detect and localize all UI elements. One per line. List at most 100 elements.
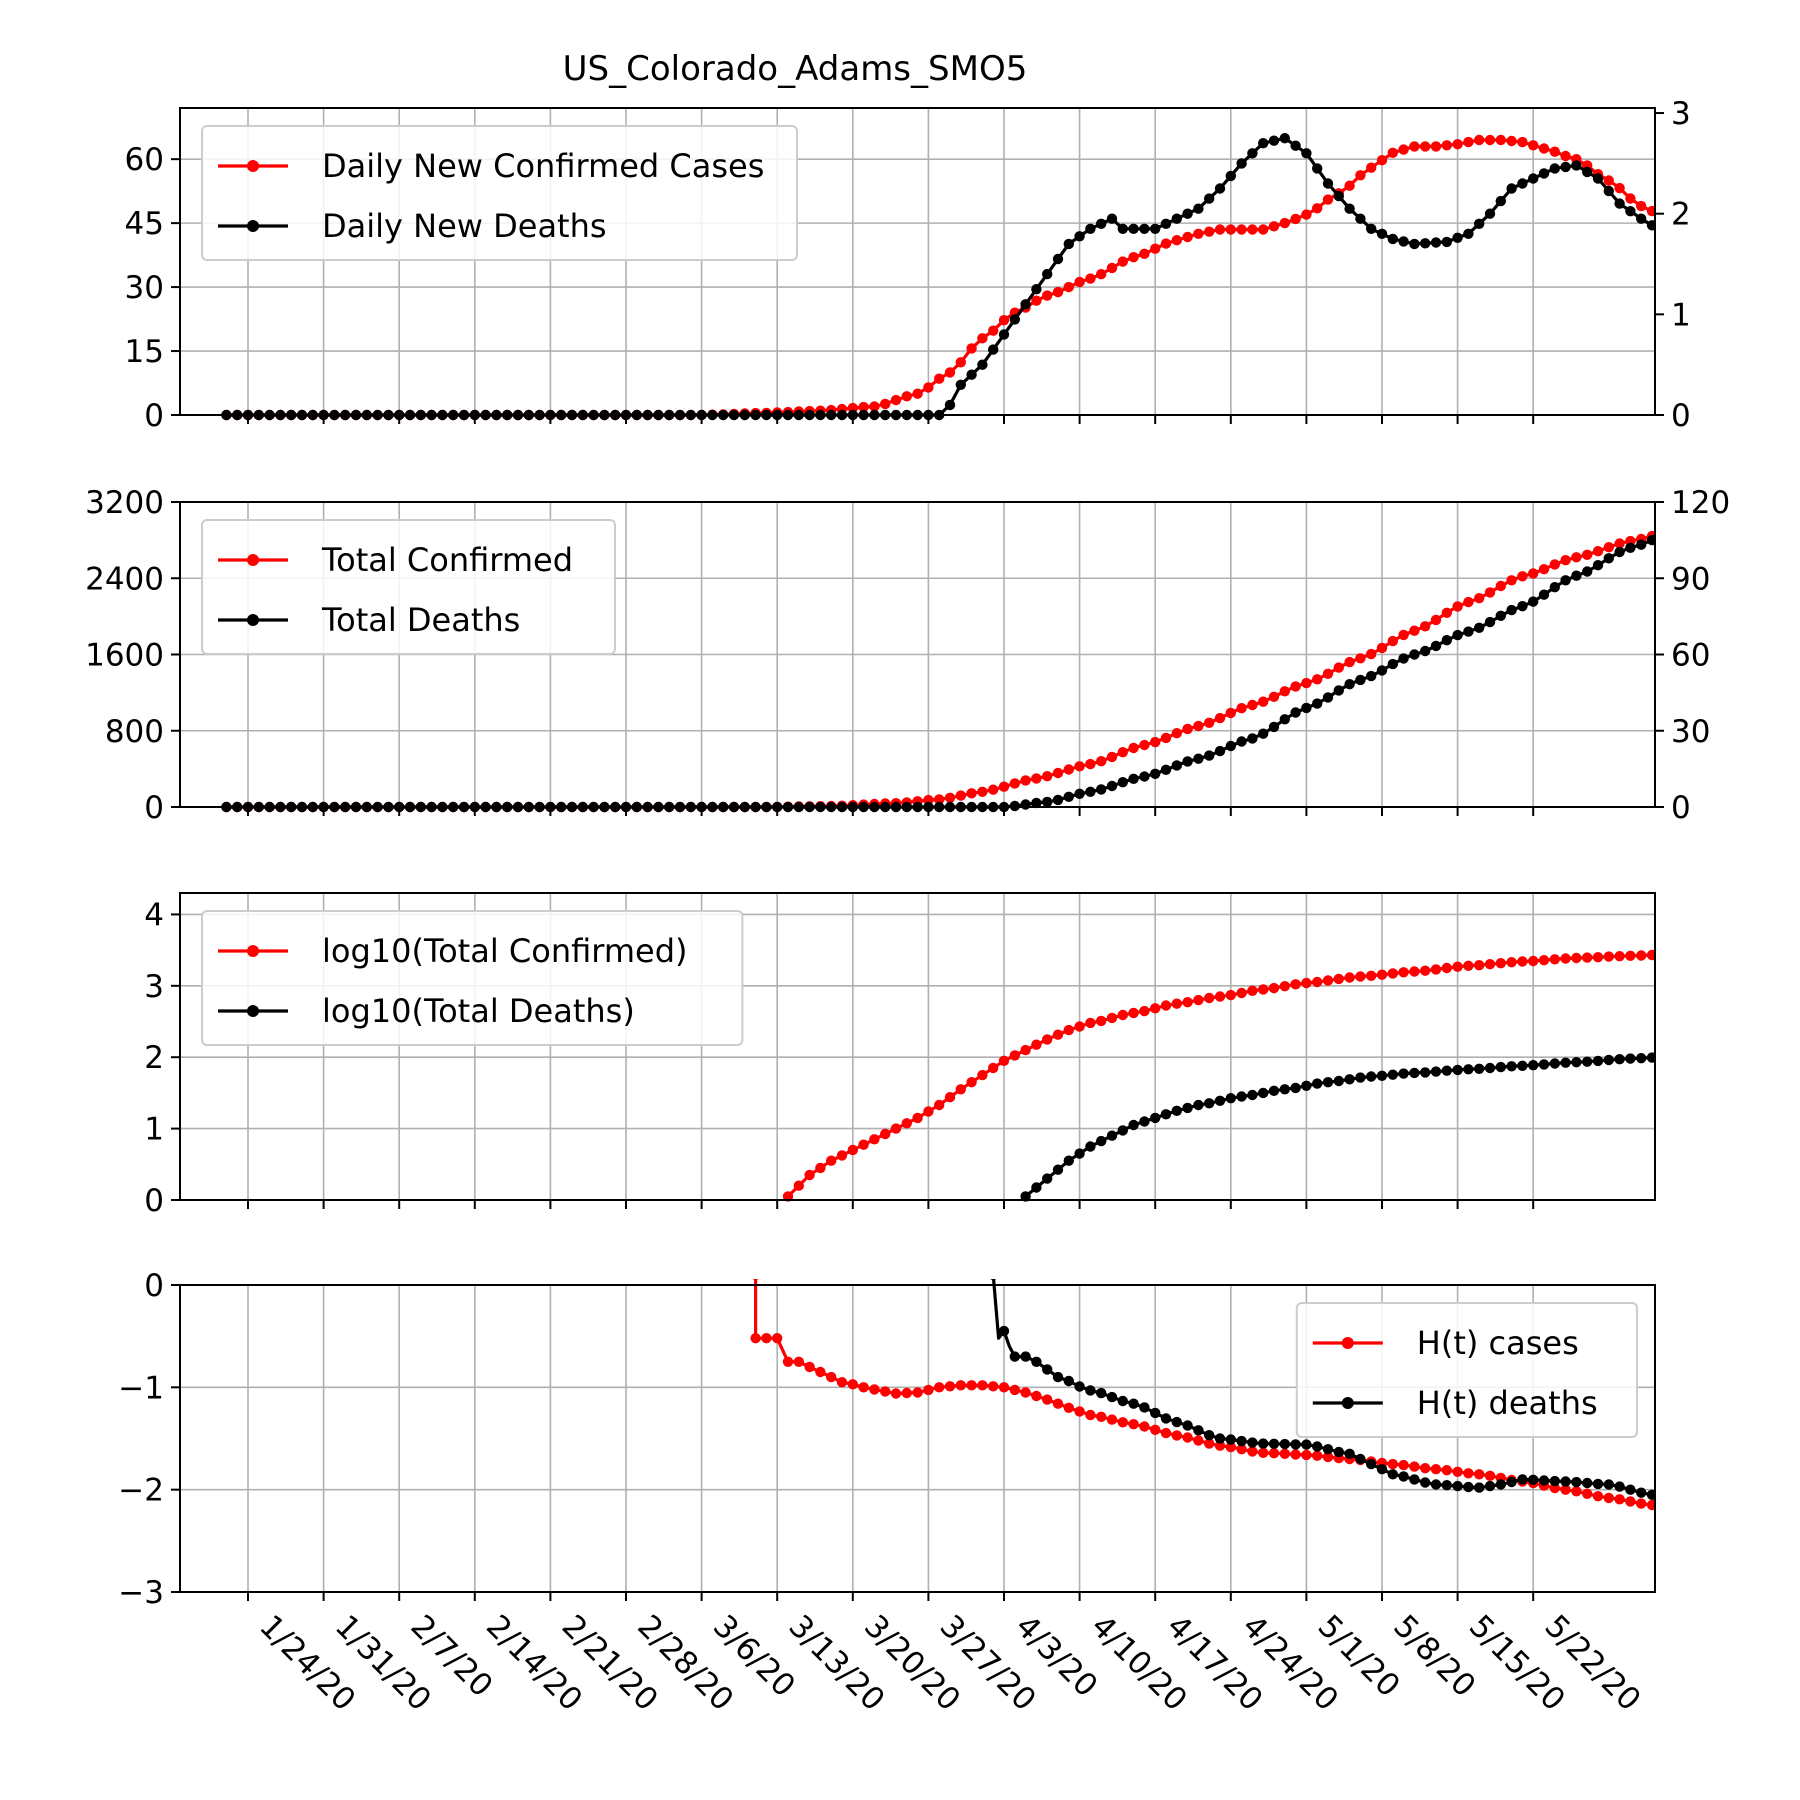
data-point (1171, 760, 1183, 771)
data-point (1506, 183, 1517, 194)
data-point (1333, 685, 1345, 696)
data-point (752, 1279, 759, 1280)
x-tick-labels: 1/24/201/31/202/7/202/14/202/21/202/28/2… (252, 1608, 1647, 1718)
data-point (1301, 209, 1312, 220)
data-point (826, 1371, 837, 1383)
data-point (944, 399, 956, 411)
data-point (1279, 217, 1291, 229)
data-point (1712, 1505, 1722, 1515)
data-point (1420, 965, 1431, 976)
data-point (1733, 948, 1743, 958)
data-point (1474, 593, 1485, 604)
data-point (977, 1380, 988, 1391)
panel-totals: 0 800 1600 2400 3200 0 30 60 90 120 Total Confirme… (85, 485, 1765, 826)
data-point (1236, 224, 1247, 235)
data-point (1646, 1499, 1655, 1511)
data-point (1052, 1371, 1064, 1383)
data-point (1463, 1064, 1474, 1075)
legend: H(t) cases H(t) deaths (1295, 1302, 1639, 1438)
data-point (1312, 1441, 1323, 1452)
data-point (890, 394, 902, 406)
data-point (1258, 1438, 1269, 1449)
data-point (1560, 555, 1571, 566)
data-point (1301, 148, 1312, 159)
data-point (782, 1356, 794, 1368)
data-point (880, 1386, 891, 1397)
data-point (1560, 1476, 1571, 1487)
data-point (869, 1384, 880, 1395)
data-point (1204, 1430, 1215, 1441)
data-point (1506, 1476, 1517, 1488)
data-point (1658, 949, 1668, 959)
data-point (1430, 1479, 1442, 1490)
data-point (1430, 640, 1442, 652)
data-point (1646, 1052, 1655, 1063)
data-point (998, 329, 1010, 340)
data-point (1722, 948, 1732, 958)
data-point (944, 1092, 956, 1103)
data-point (1701, 1505, 1711, 1515)
data-point (1344, 679, 1355, 690)
data-point (1592, 1491, 1604, 1502)
legend-label: Daily New Confirmed Cases (322, 147, 764, 185)
data-point (1755, 504, 1765, 514)
data-point (1582, 1477, 1593, 1489)
data-point (815, 1366, 826, 1378)
data-point (1085, 786, 1096, 797)
data-point (1355, 674, 1366, 686)
data-point (1160, 732, 1172, 744)
data-point (1733, 241, 1743, 251)
data-point (836, 1150, 848, 1161)
y-tick-label: 3 (144, 969, 164, 1005)
data-point (1052, 1398, 1064, 1409)
data-point (1538, 168, 1550, 179)
data-point (1744, 231, 1754, 241)
data-point (890, 1388, 902, 1399)
data-point (761, 1333, 772, 1344)
data-point (1474, 134, 1485, 146)
data-point (1366, 670, 1377, 682)
data-point (977, 359, 988, 370)
data-point (1614, 546, 1625, 558)
data-point (1528, 568, 1539, 579)
data-point (1387, 1458, 1399, 1470)
data-point (1484, 616, 1496, 628)
data-point (1549, 163, 1561, 174)
data-point (1301, 977, 1312, 989)
data-point (966, 343, 977, 354)
data-point (1204, 193, 1215, 204)
data-point (998, 1382, 1010, 1393)
data-point (1063, 238, 1075, 250)
data-point (1582, 566, 1593, 577)
data-point (1430, 964, 1442, 975)
data-point (1171, 728, 1183, 739)
data-point (1658, 528, 1668, 538)
data-point (1668, 525, 1678, 535)
data-point (804, 1169, 815, 1181)
data-point (1463, 1468, 1474, 1479)
data-point (1139, 771, 1150, 782)
data-point (988, 344, 999, 355)
data-point (1474, 218, 1485, 229)
data-point (1247, 224, 1258, 235)
y-tick-label: 1600 (85, 638, 164, 674)
data-point (1322, 194, 1334, 205)
data-point (1301, 702, 1312, 714)
data-point (1452, 1466, 1463, 1478)
data-point (1658, 1495, 1668, 1505)
data-point (1301, 1449, 1312, 1461)
data-point (1722, 1507, 1732, 1517)
data-point (1571, 1476, 1582, 1488)
data-point (1042, 290, 1053, 301)
data-point (1355, 1453, 1366, 1465)
data-point (1182, 1102, 1193, 1114)
data-point (1160, 218, 1172, 229)
data-point (1495, 610, 1507, 621)
data-point (869, 401, 880, 412)
data-point (1658, 530, 1668, 540)
y-tick-label: 1 (144, 1112, 164, 1148)
data-point (1225, 170, 1237, 182)
data-point (1344, 180, 1355, 191)
data-point (1668, 1502, 1678, 1512)
